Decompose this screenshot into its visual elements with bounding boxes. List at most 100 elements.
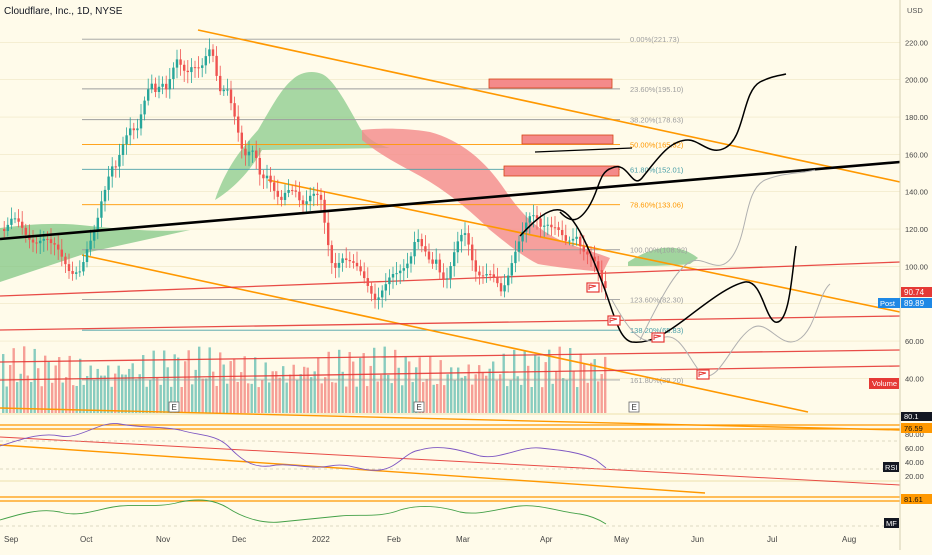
- candle-body: [359, 266, 362, 272]
- candle-body: [82, 262, 85, 272]
- x-axis-label: Nov: [156, 535, 170, 544]
- candle-body: [139, 114, 143, 129]
- candle-body: [93, 230, 96, 241]
- volume-bar: [82, 384, 85, 413]
- trendline-orange: [81, 254, 809, 413]
- candle-body: [424, 246, 427, 252]
- candle-body: [564, 235, 567, 241]
- volume-bar: [37, 368, 40, 413]
- candle-body: [366, 278, 369, 286]
- candle-body: [89, 240, 92, 250]
- fib-level-label: 50.00%(165.32): [630, 140, 684, 149]
- mf-label: MF: [886, 519, 897, 528]
- candle-body: [100, 201, 103, 218]
- volume-bar: [254, 357, 257, 413]
- candle-body: [489, 274, 492, 276]
- candle-body: [262, 174, 265, 179]
- candle-body: [543, 225, 546, 227]
- candle-body: [381, 290, 384, 298]
- candle-body: [355, 262, 359, 267]
- candle-body: [438, 259, 441, 273]
- candle-body: [276, 190, 279, 197]
- volume-bar: [467, 364, 470, 413]
- volume-bar: [597, 381, 600, 413]
- candle-body: [550, 224, 553, 228]
- candle-body: [352, 261, 355, 263]
- volume-bar: [250, 383, 253, 413]
- volume-bar: [579, 353, 582, 413]
- candle-body: [240, 132, 243, 149]
- volume-bar: [282, 366, 285, 413]
- candle-body: [431, 259, 434, 264]
- candle-body: [118, 155, 121, 167]
- candle-body: [10, 218, 13, 225]
- volume-bar: [180, 387, 183, 413]
- volume-bar: [86, 376, 89, 413]
- volume-bar: [103, 375, 106, 413]
- volume-bar: [499, 374, 502, 413]
- volume-bar: [44, 355, 47, 413]
- volume-bar: [359, 357, 362, 413]
- candle-body: [388, 277, 391, 285]
- volume-bar: [303, 366, 306, 413]
- candle-body: [456, 241, 459, 253]
- candle-body: [186, 70, 189, 73]
- rsi-axis-tick: 60.00: [905, 444, 924, 453]
- trendline-red: [0, 349, 901, 363]
- volume-bar: [509, 380, 512, 413]
- volume-bar: [121, 374, 124, 413]
- candle-body: [413, 241, 416, 257]
- candle-body: [435, 259, 438, 264]
- volume-bar: [79, 358, 82, 413]
- volume-bar: [16, 382, 19, 413]
- price-axis-tick: 160.00: [905, 150, 928, 159]
- candle-body: [237, 116, 240, 133]
- candle-body: [183, 64, 186, 71]
- fib-level-label: 123.60%(82.30): [630, 295, 684, 304]
- volume-bar: [355, 386, 358, 413]
- volume-bar: [310, 377, 313, 413]
- rsi-axis-tick: 80.00: [905, 430, 924, 439]
- volume-bar: [128, 368, 131, 413]
- price-axis-tick: 60.00: [905, 337, 924, 346]
- mf-line: [0, 499, 607, 525]
- volume-bar: [187, 350, 190, 413]
- volume-bar: [513, 349, 516, 413]
- candle-body: [190, 67, 193, 73]
- volume-bar: [352, 361, 355, 413]
- volume-bar: [184, 361, 187, 413]
- candle-body: [474, 260, 477, 272]
- volume-bar: [173, 354, 176, 413]
- volume-bar: [474, 374, 477, 413]
- candle-body: [485, 274, 488, 276]
- candle-body: [226, 89, 229, 91]
- candle-body: [150, 83, 153, 90]
- volume-bar: [124, 374, 127, 413]
- trendline-red: [0, 261, 901, 297]
- volume-bar: [555, 370, 558, 413]
- volume-bar: [401, 385, 404, 413]
- volume-bar: [422, 382, 425, 413]
- rsi-label: RSI: [885, 463, 898, 472]
- candle-body: [161, 83, 164, 87]
- volume-bar: [268, 382, 271, 413]
- volume-bar: [54, 365, 57, 413]
- candle-body: [471, 244, 474, 261]
- candle-body: [539, 218, 542, 227]
- candle-body: [442, 272, 445, 280]
- price-axis-tick: 40.00: [905, 374, 924, 383]
- candle-body: [222, 89, 225, 92]
- volume-bar: [257, 387, 260, 413]
- candle-body: [136, 128, 139, 131]
- candle-body: [265, 175, 269, 179]
- candle-body: [492, 274, 495, 278]
- candle-body: [345, 258, 348, 261]
- candle-body: [316, 193, 319, 195]
- volume-bar: [177, 357, 180, 413]
- candle-body: [553, 227, 557, 229]
- candle-body: [132, 128, 135, 131]
- volume-bar: [341, 371, 344, 413]
- trendline-orange: [0, 407, 901, 431]
- volume-bar: [604, 356, 607, 413]
